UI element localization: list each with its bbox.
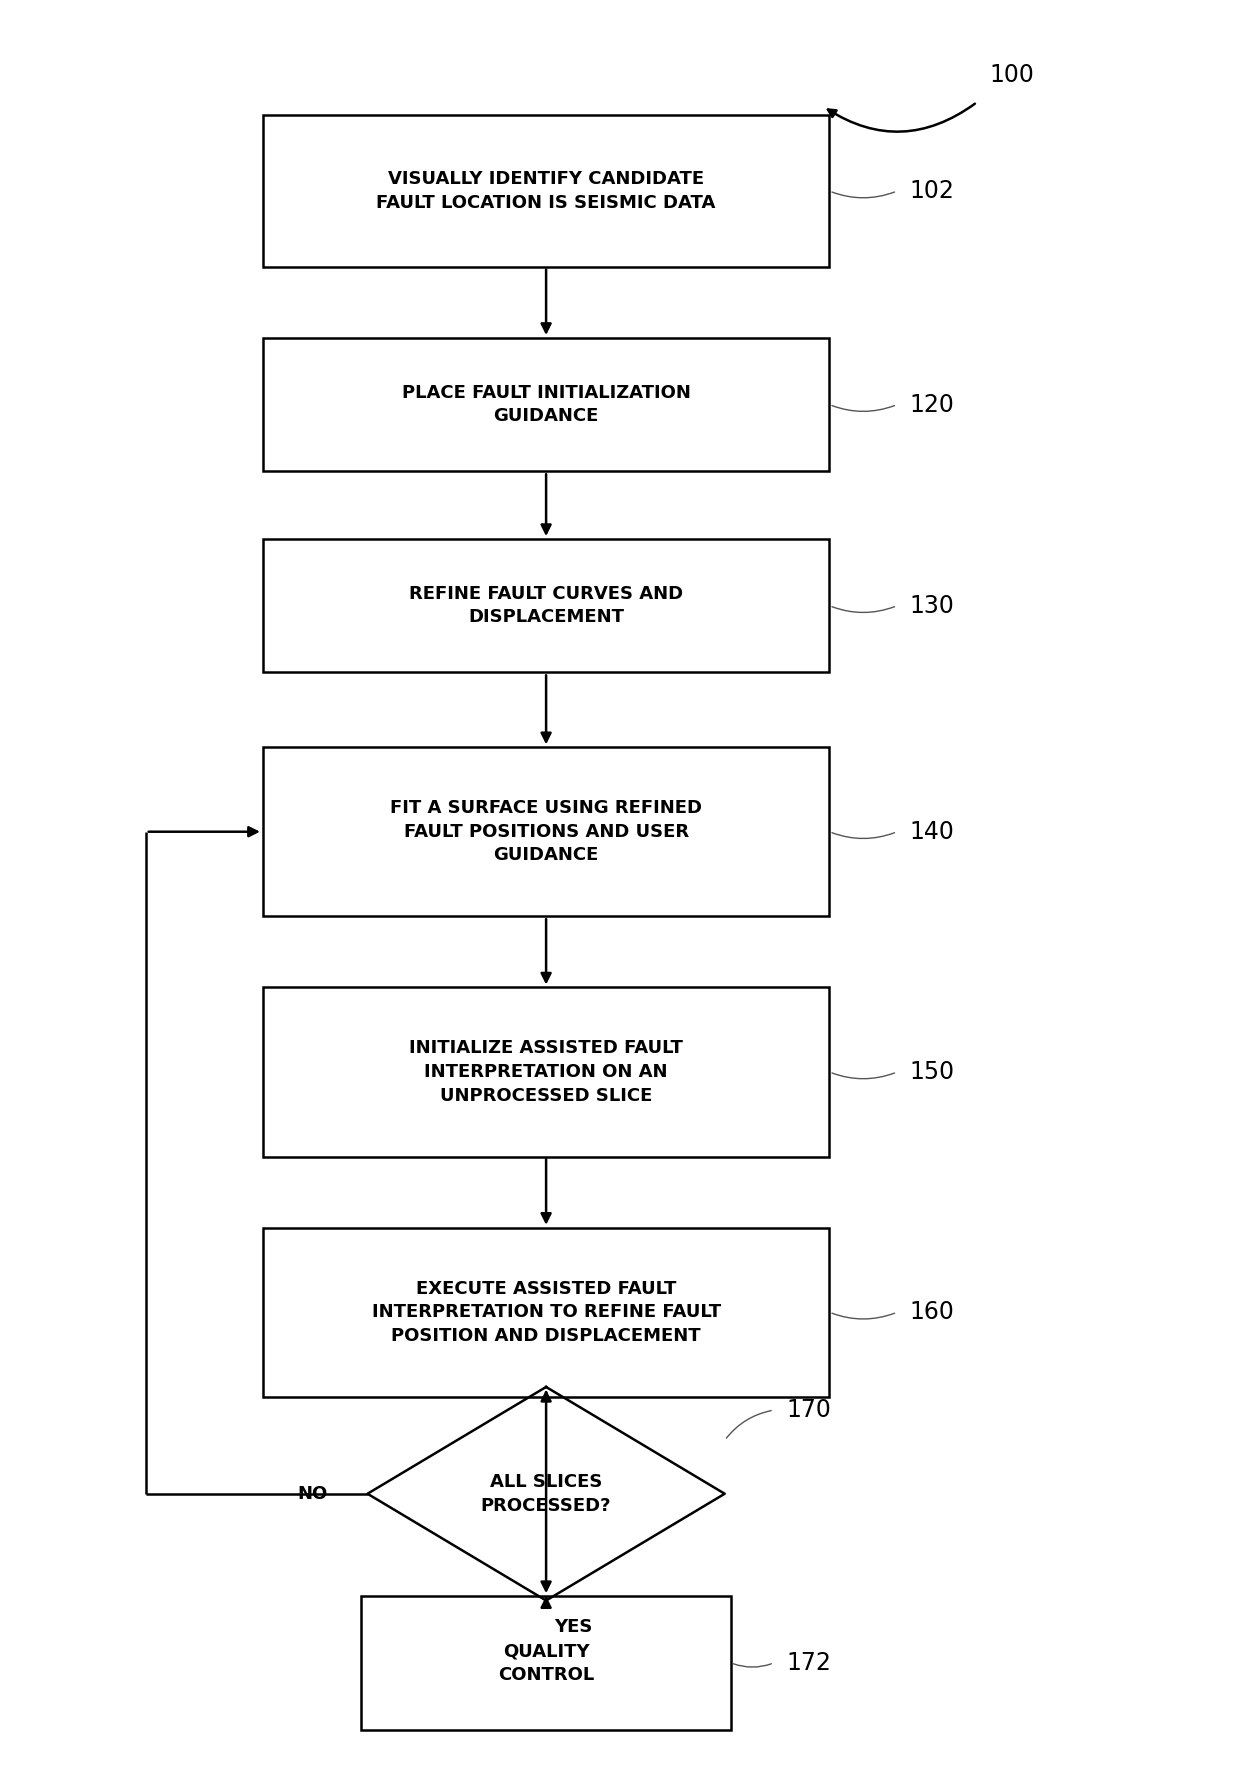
- Polygon shape: [367, 1387, 724, 1600]
- Text: EXECUTE ASSISTED FAULT
INTERPRETATION TO REFINE FAULT
POSITION AND DISPLACEMENT: EXECUTE ASSISTED FAULT INTERPRETATION TO…: [372, 1280, 720, 1345]
- FancyBboxPatch shape: [263, 987, 830, 1157]
- Text: 102: 102: [909, 179, 955, 204]
- FancyBboxPatch shape: [263, 747, 830, 915]
- FancyBboxPatch shape: [263, 538, 830, 672]
- Text: 170: 170: [786, 1398, 831, 1421]
- Text: 160: 160: [909, 1300, 955, 1325]
- Text: YES: YES: [554, 1618, 593, 1636]
- FancyBboxPatch shape: [361, 1597, 730, 1729]
- FancyBboxPatch shape: [263, 338, 830, 472]
- Text: PLACE FAULT INITIALIZATION
GUIDANCE: PLACE FAULT INITIALIZATION GUIDANCE: [402, 384, 691, 426]
- Text: 130: 130: [909, 594, 955, 617]
- FancyBboxPatch shape: [263, 116, 830, 266]
- Text: 150: 150: [909, 1060, 955, 1084]
- Text: 140: 140: [909, 819, 955, 844]
- Text: 172: 172: [786, 1650, 831, 1675]
- Text: REFINE FAULT CURVES AND
DISPLACEMENT: REFINE FAULT CURVES AND DISPLACEMENT: [409, 585, 683, 626]
- Text: QUALITY
CONTROL: QUALITY CONTROL: [498, 1641, 594, 1684]
- Text: 120: 120: [909, 393, 955, 417]
- Text: VISUALLY IDENTIFY CANDIDATE
FAULT LOCATION IS SEISMIC DATA: VISUALLY IDENTIFY CANDIDATE FAULT LOCATI…: [377, 170, 715, 211]
- FancyBboxPatch shape: [263, 1228, 830, 1396]
- Text: 100: 100: [990, 63, 1034, 88]
- Text: INITIALIZE ASSISTED FAULT
INTERPRETATION ON AN
UNPROCESSED SLICE: INITIALIZE ASSISTED FAULT INTERPRETATION…: [409, 1039, 683, 1105]
- Text: ALL SLICES
PROCESSED?: ALL SLICES PROCESSED?: [481, 1473, 611, 1514]
- Text: NO: NO: [296, 1484, 327, 1502]
- Text: FIT A SURFACE USING REFINED
FAULT POSITIONS AND USER
GUIDANCE: FIT A SURFACE USING REFINED FAULT POSITI…: [391, 799, 702, 864]
